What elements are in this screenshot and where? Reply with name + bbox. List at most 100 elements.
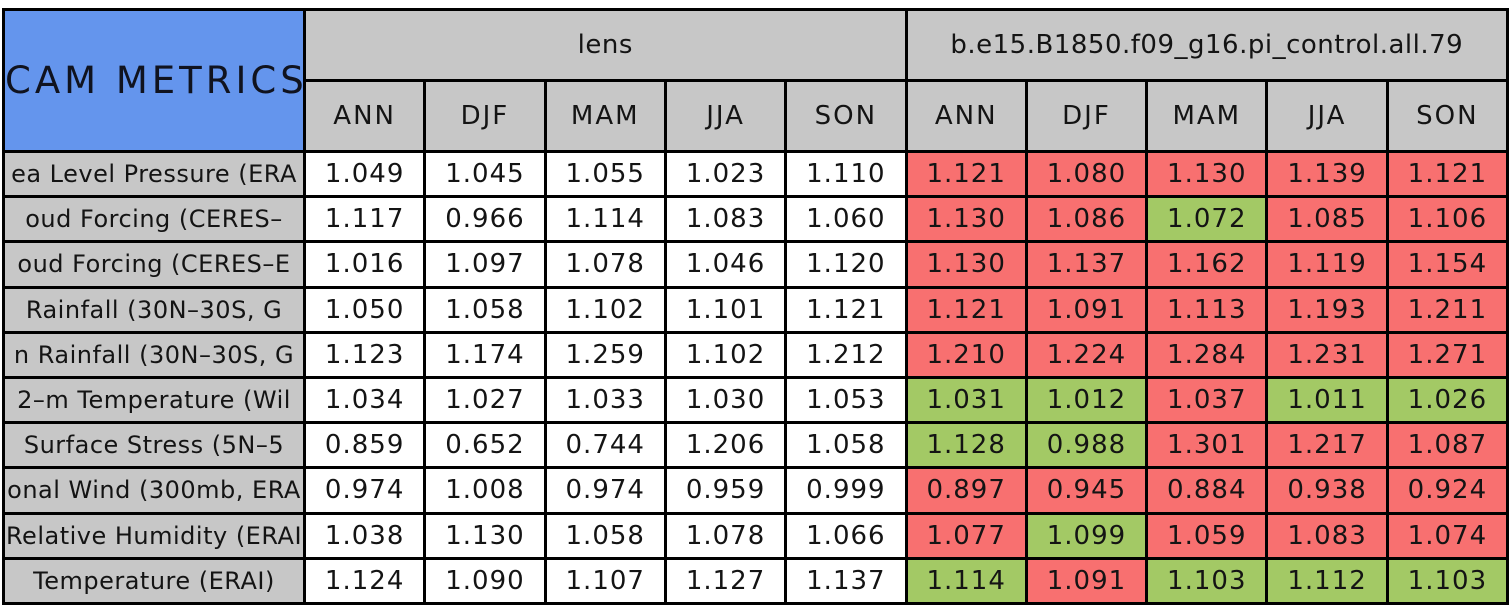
control-value-cell: 1.099	[1024, 511, 1149, 560]
metric-row: Temperature (ERAI) 1.124 1.090 1.107 1.1…	[2, 556, 1510, 606]
metric-row: n Rainfall (30N–30S, G 1.123 1.174 1.259…	[2, 330, 1510, 379]
control-value-cell: 0.938	[1265, 466, 1389, 515]
season-header-control-mam: MAM	[1145, 79, 1269, 153]
control-value-cell: 1.284	[1145, 330, 1269, 379]
lens-value-cell: 0.974	[543, 466, 667, 515]
metric-row: oud Forcing (CERES– 1.117 0.966 1.114 1.…	[2, 195, 1510, 244]
control-value-cell: 1.080	[1024, 149, 1149, 199]
lens-value-cell: 1.008	[423, 466, 547, 515]
control-value-cell: 1.130	[1145, 149, 1269, 199]
lens-value-cell: 1.078	[663, 511, 788, 560]
control-value-cell: 1.091	[1024, 556, 1149, 606]
lens-value-cell: 1.107	[543, 556, 667, 606]
lens-value-cell: 0.744	[543, 421, 667, 470]
lens-value-cell: 1.212	[784, 330, 908, 379]
control-value-cell: 1.211	[1385, 285, 1510, 334]
lens-value-cell: 1.058	[423, 285, 547, 334]
lens-value-cell: 1.078	[543, 240, 667, 289]
lens-value-cell: 0.859	[302, 421, 427, 470]
lens-value-cell: 1.016	[302, 240, 427, 289]
season-header-control-jja: JJA	[1265, 79, 1389, 153]
lens-value-cell: 0.959	[663, 466, 788, 515]
control-value-cell: 1.113	[1145, 285, 1269, 334]
metric-label: onal Wind (300mb, ERA	[2, 466, 306, 515]
lens-value-cell: 1.058	[784, 421, 908, 470]
metric-label: ea Level Pressure (ERA	[2, 149, 306, 199]
lens-value-cell: 1.114	[543, 195, 667, 244]
metric-row: oud Forcing (CERES–E 1.016 1.097 1.078 1…	[2, 240, 1510, 289]
season-header-control-ann: ANN	[904, 79, 1028, 153]
lens-value-cell: 1.123	[302, 330, 427, 379]
control-value-cell: 1.026	[1385, 375, 1510, 425]
lens-value-cell: 1.121	[784, 285, 908, 334]
control-value-cell: 0.945	[1024, 466, 1149, 515]
control-value-cell: 1.112	[1265, 556, 1389, 606]
group-header-row: CAM METRICS lens b.e15.B1850.f09_g16.pi_…	[2, 8, 1510, 153]
lens-value-cell: 0.974	[302, 466, 427, 515]
lens-value-cell: 1.034	[302, 375, 427, 425]
lens-value-cell: 1.027	[423, 375, 547, 425]
season-header-lens-son: SON	[784, 79, 908, 153]
control-value-cell: 0.988	[1024, 421, 1149, 470]
control-value-cell: 1.121	[904, 149, 1028, 199]
control-value-cell: 1.103	[1145, 556, 1269, 606]
metric-row: Relative Humidity (ERAI 1.038 1.130 1.05…	[2, 511, 1510, 560]
lens-value-cell: 1.110	[784, 149, 908, 199]
control-value-cell: 1.077	[904, 511, 1028, 560]
metric-label: Relative Humidity (ERAI	[2, 511, 306, 560]
control-value-cell: 1.130	[904, 195, 1028, 244]
metric-label: n Rainfall (30N–30S, G	[2, 330, 306, 379]
lens-value-cell: 1.023	[663, 149, 788, 199]
lens-value-cell: 1.130	[423, 511, 547, 560]
group-header-lens: lens	[303, 8, 908, 82]
control-value-cell: 0.924	[1385, 466, 1510, 515]
lens-value-cell: 1.058	[543, 511, 667, 560]
lens-value-cell: 1.117	[302, 195, 427, 244]
control-value-cell: 1.217	[1265, 421, 1389, 470]
control-value-cell: 1.224	[1024, 330, 1149, 379]
control-value-cell: 1.271	[1385, 330, 1510, 379]
metric-row: Surface Stress (5N–5 0.859 0.652 0.744 1…	[2, 421, 1510, 470]
lens-value-cell: 1.137	[784, 556, 908, 606]
control-value-cell: 1.037	[1145, 375, 1269, 425]
lens-value-cell: 1.083	[663, 195, 788, 244]
season-header-lens-jja: JJA	[663, 79, 788, 153]
control-value-cell: 1.012	[1024, 375, 1149, 425]
control-value-cell: 1.193	[1265, 285, 1389, 334]
control-value-cell: 1.119	[1265, 240, 1389, 289]
lens-value-cell: 1.060	[784, 195, 908, 244]
season-header-lens-djf: DJF	[423, 79, 547, 153]
lens-value-cell: 0.652	[423, 421, 547, 470]
lens-value-cell: 1.124	[302, 556, 427, 606]
table-title: CAM METRICS	[2, 8, 306, 153]
control-value-cell: 1.103	[1385, 556, 1510, 606]
group-header-control: b.e15.B1850.f09_g16.pi_control.all.79	[904, 8, 1510, 82]
season-header-row: ANN DJF MAM JJA SON ANN DJF MAM JJA SON	[4, 79, 1510, 153]
control-value-cell: 1.139	[1265, 149, 1389, 199]
control-value-cell: 1.031	[904, 375, 1028, 425]
control-value-cell: 1.106	[1385, 195, 1510, 244]
control-value-cell: 1.301	[1145, 421, 1269, 470]
metric-row: Rainfall (30N–30S, G 1.050 1.058 1.102 1…	[2, 285, 1510, 334]
season-header-control-son: SON	[1385, 79, 1510, 153]
lens-value-cell: 1.127	[663, 556, 788, 606]
lens-value-cell: 1.101	[663, 285, 788, 334]
control-value-cell: 1.085	[1265, 195, 1389, 244]
control-value-cell: 1.130	[904, 240, 1028, 289]
lens-value-cell: 1.090	[423, 556, 547, 606]
cam-metrics-table: CAM METRICS lens b.e15.B1850.f09_g16.pi_…	[2, 8, 1510, 606]
control-value-cell: 1.137	[1024, 240, 1149, 289]
lens-value-cell: 1.050	[302, 285, 427, 334]
lens-value-cell: 1.120	[784, 240, 908, 289]
control-value-cell: 1.059	[1145, 511, 1269, 560]
lens-value-cell: 1.033	[543, 375, 667, 425]
lens-value-cell: 1.049	[302, 149, 427, 199]
control-value-cell: 0.884	[1145, 466, 1269, 515]
lens-value-cell: 1.259	[543, 330, 667, 379]
lens-value-cell: 1.206	[663, 421, 788, 470]
control-value-cell: 1.121	[904, 285, 1028, 334]
control-value-cell: 1.087	[1385, 421, 1510, 470]
control-value-cell: 1.074	[1385, 511, 1510, 560]
lens-value-cell: 1.053	[784, 375, 908, 425]
